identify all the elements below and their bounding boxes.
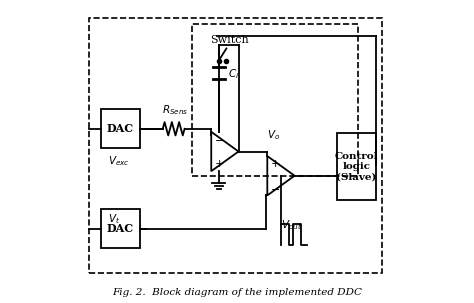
Text: $-$: $-$ [270,183,280,193]
Text: $V_t$: $V_t$ [108,212,120,226]
Text: $-$: $-$ [214,134,224,145]
Text: $C_i$: $C_i$ [228,67,239,81]
Text: Fig. 2.  Block diagram of the implemented DDC: Fig. 2. Block diagram of the implemented… [112,288,362,297]
Text: $V_{out}$: $V_{out}$ [281,218,302,232]
Text: $V_o$: $V_o$ [267,128,281,142]
Text: DAC: DAC [107,123,134,134]
Text: $+$: $+$ [214,158,224,169]
Text: Switch: Switch [210,35,248,45]
Text: $V_{exc}$: $V_{exc}$ [108,155,130,168]
Text: Control
logic
(Slave): Control logic (Slave) [335,152,378,181]
Text: $+$: $+$ [270,158,280,169]
Text: DAC: DAC [107,223,134,234]
Text: $R_{Sens}$: $R_{Sens}$ [162,103,188,117]
